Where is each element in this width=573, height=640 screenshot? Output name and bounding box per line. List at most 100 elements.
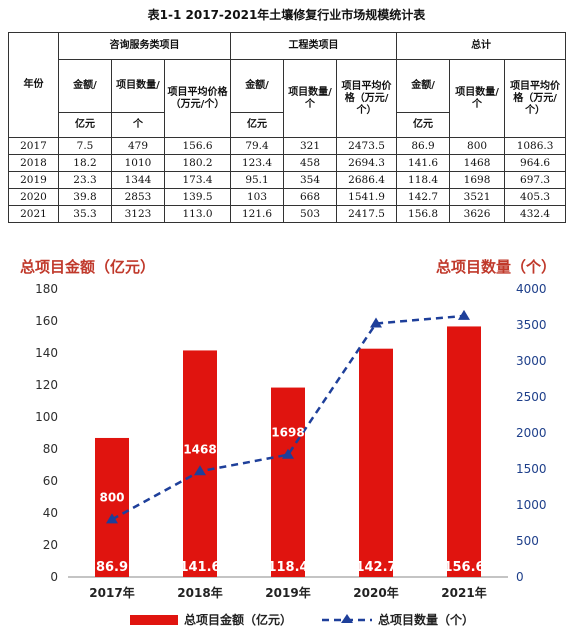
table-cell: 503 — [283, 205, 338, 223]
line-point-marker — [282, 448, 294, 459]
table-cell: 2473.5 — [336, 137, 398, 155]
table-cell: 405.3 — [504, 188, 567, 206]
bar-value-label: 156.6 — [443, 560, 484, 575]
column-header: 项目数量/个 — [449, 59, 506, 138]
line-value-label: 3626 — [447, 287, 480, 301]
table-cell: 79.4 — [230, 137, 285, 155]
table-cell: 2417.5 — [336, 205, 398, 223]
table-cell: 354 — [283, 171, 338, 189]
line-point-marker — [370, 317, 382, 328]
table-cell: 121.6 — [230, 205, 285, 223]
right-y-tick-label: 3500 — [516, 318, 547, 332]
statistics-table: 年份 咨询服务类项目 工程类项目 总计 金额/ 项目数量/ 项目平均价格（万元/… — [8, 32, 567, 223]
group-header-consulting: 咨询服务类项目 — [57, 32, 232, 60]
legend-bar-label: 总项目金额（亿元） — [184, 612, 292, 627]
column-header: 项目平均价格（万元/个） — [504, 59, 567, 138]
line-point-marker — [458, 309, 470, 320]
bar — [183, 350, 217, 577]
table-cell: 7.5 — [58, 137, 112, 155]
column-header: 项目平均价格（万元/个） — [336, 59, 398, 138]
table-cell: 432.4 — [504, 205, 567, 223]
left-y-tick-label: 60 — [43, 474, 58, 488]
column-header: 项目平均价格（万元/个） — [163, 59, 232, 138]
left-y-tick-label: 40 — [43, 506, 58, 520]
table-cell: 173.4 — [163, 171, 232, 189]
table-cell: 800 — [449, 137, 506, 155]
left-axis-title: 总项目金额（亿元） — [20, 258, 155, 276]
column-header: 项目数量/ — [111, 59, 165, 113]
line-point-marker — [194, 465, 206, 476]
table-cell: 118.4 — [396, 171, 451, 189]
table-group-header-row: 年份 咨询服务类项目 工程类项目 总计 — [8, 32, 567, 138]
legend-bar-swatch — [130, 615, 178, 625]
x-tick-label: 2017年 — [89, 585, 134, 600]
left-y-tick-label: 160 — [35, 314, 58, 328]
table-cell: 964.6 — [504, 154, 567, 172]
right-y-tick-label: 2500 — [516, 390, 547, 404]
unit-label: 个 — [111, 112, 165, 138]
table-cell: 23.3 — [58, 171, 112, 189]
line-value-label: 3521 — [359, 294, 392, 308]
table-cell: 1468 — [449, 154, 506, 172]
line-value-label: 1468 — [183, 442, 216, 456]
bar — [359, 348, 393, 577]
line-point-marker — [106, 513, 118, 524]
right-y-tick-label: 1500 — [516, 462, 547, 476]
table-cell: 123.4 — [230, 154, 285, 172]
combo-chart: 总项目金额（亿元） 总项目数量（个） 0 20 40 60 80 100 120 140 160… — [20, 258, 556, 627]
column-header: 金额/ — [396, 59, 451, 113]
right-y-tick-label: 3000 — [516, 354, 547, 368]
table-cell: 139.5 — [163, 188, 232, 206]
table-cell: 2019 — [8, 171, 59, 189]
right-axis-title: 总项目数量（个） — [436, 258, 556, 276]
table-cell: 1086.3 — [504, 137, 567, 155]
table-title: 表1-1 2017-2021年土壤修复行业市场规模统计表 — [147, 8, 426, 22]
legend-triangle-icon — [341, 614, 353, 623]
table-cell: 39.8 — [58, 188, 112, 206]
x-tick-label: 2020年 — [353, 585, 398, 600]
table-cell: 18.2 — [58, 154, 112, 172]
unit-label: 亿元 — [58, 112, 112, 138]
table-cell: 103 — [230, 188, 285, 206]
left-y-tick-label: 80 — [43, 442, 58, 456]
left-y-tick-label: 0 — [50, 570, 58, 584]
table-cell: 95.1 — [230, 171, 285, 189]
table-cell: 697.3 — [504, 171, 567, 189]
table-cell: 2686.4 — [336, 171, 398, 189]
right-y-tick-label: 2000 — [516, 426, 547, 440]
line-value-label: 1698 — [271, 426, 304, 440]
table-cell: 2021 — [8, 205, 59, 223]
line-series — [106, 309, 470, 524]
right-y-tick-label: 0 — [516, 570, 524, 584]
right-y-tick-label: 500 — [516, 534, 539, 548]
table-cell: 2020 — [8, 188, 59, 206]
table-cell: 1698 — [449, 171, 506, 189]
table-cell: 156.6 — [163, 137, 232, 155]
legend: 总项目金额（亿元） 总项目数量（个） — [130, 612, 474, 627]
table-cell: 180.2 — [163, 154, 232, 172]
right-y-tick-label: 4000 — [516, 282, 547, 296]
table-cell: 479 — [111, 137, 165, 155]
table-cell: 2017 — [8, 137, 59, 155]
legend-line-label: 总项目数量（个） — [378, 612, 474, 627]
chart-axes: 0 20 40 60 80 100 120 140 160 180 0 500 1000 1500 2000… — [35, 282, 546, 600]
year-column-header: 年份 — [8, 32, 59, 138]
table-cell: 3626 — [449, 205, 506, 223]
table-cell: 3123 — [111, 205, 165, 223]
x-tick-label: 2021年 — [441, 585, 486, 600]
left-y-tick-label: 20 — [43, 538, 58, 552]
table-cell: 668 — [283, 188, 338, 206]
table-unit-row: 亿元 个 亿元 亿元 — [9, 112, 566, 138]
unit-label: 亿元 — [396, 112, 451, 138]
table-cell: 2694.3 — [336, 154, 398, 172]
group-header-total: 总计 — [396, 32, 567, 60]
table-cell: 141.6 — [396, 154, 451, 172]
bar-series — [95, 326, 481, 577]
table-cell: 321 — [283, 137, 338, 155]
bar-value-label: 118.4 — [267, 560, 308, 575]
table-cell: 1541.9 — [336, 188, 398, 206]
line-value-label: 800 — [99, 490, 124, 504]
bar — [95, 437, 129, 577]
table-cell: 156.8 — [396, 205, 451, 223]
column-header: 项目数量/个 — [283, 59, 338, 138]
